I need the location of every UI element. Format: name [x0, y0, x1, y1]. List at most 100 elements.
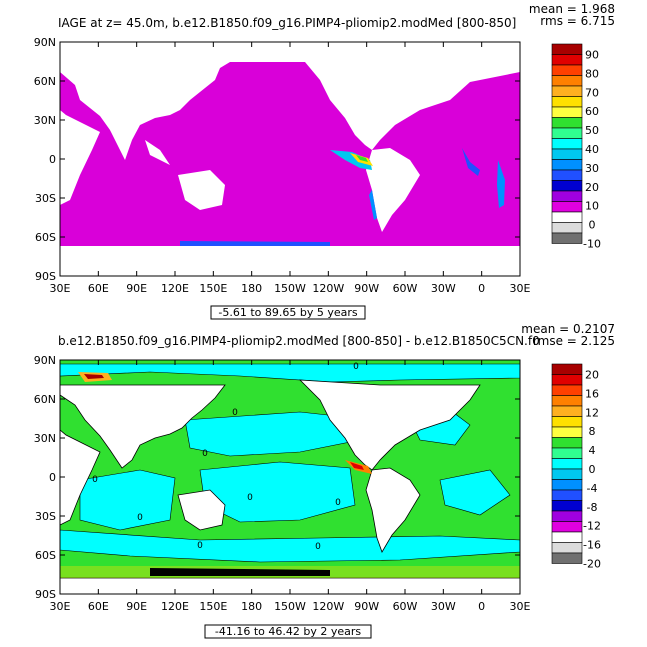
- colorbar-swatch: [551, 479, 583, 491]
- x-tick-label: 60E: [88, 600, 109, 613]
- colorbar-swatch: [551, 458, 583, 470]
- colorbar-swatch: [551, 75, 583, 87]
- colorbar-swatch: [551, 232, 583, 244]
- y-tick-label: 90N: [34, 354, 56, 367]
- panel-2-contour-note: -41.16 to 46.42 by 2 years: [215, 625, 362, 638]
- colorbar-label: 60: [585, 105, 599, 118]
- x-tick-label: 180: [241, 282, 262, 295]
- x-tick-label: 30E: [510, 282, 531, 295]
- colorbar-label: -16: [583, 539, 601, 552]
- x-tick-label: 150E: [199, 600, 227, 613]
- y-tick-label: 30N: [34, 432, 56, 445]
- panel-1-title: IAGE at z= 45.0m, b.e12.B1850.f09_g16.PI…: [58, 16, 516, 30]
- colorbar-label: 0: [589, 463, 596, 476]
- colorbar-label: 12: [585, 406, 599, 419]
- panel-2-y-axis: 90N 60N 30N 0 30S 60S 90S: [34, 354, 520, 601]
- colorbar-label: -10: [583, 238, 601, 251]
- x-tick-label: 120W: [312, 600, 344, 613]
- colorbar-swatch: [551, 542, 583, 554]
- colorbar-swatch: [551, 159, 583, 171]
- colorbar-label: -12: [583, 520, 601, 533]
- colorbar-swatch: [551, 384, 583, 396]
- y-tick-label: 60S: [35, 549, 56, 562]
- colorbar-label: 20: [585, 181, 599, 194]
- y-tick-label: 90S: [35, 588, 56, 601]
- contour-label: 0: [335, 498, 341, 508]
- colorbar-swatch: [551, 426, 583, 438]
- x-tick-label: 60W: [393, 282, 418, 295]
- colorbar-label: 40: [585, 143, 599, 156]
- colorbar-swatch: [551, 500, 583, 512]
- colorbar-swatch: [551, 190, 583, 202]
- colorbar-label: 16: [585, 387, 599, 400]
- x-tick-label: 30E: [50, 600, 71, 613]
- x-tick-label: 30W: [431, 282, 456, 295]
- colorbar-label: 10: [585, 200, 599, 213]
- colorbar-swatch: [551, 85, 583, 97]
- panel-1-continents: [60, 62, 520, 232]
- panel-1-se-asia: [145, 140, 170, 165]
- panel-1: mean = 1.968 rms = 6.715 IAGE at z= 45.0…: [34, 2, 615, 320]
- y-tick-label: 30N: [34, 114, 56, 127]
- panel-1-y-axis: 90N 60N 30N 0 30S 60S 90S: [34, 36, 520, 283]
- colorbar-swatch: [551, 489, 583, 501]
- colorbar-swatch: [551, 405, 583, 417]
- colorbar-swatch: [551, 106, 583, 118]
- colorbar-label: 80: [585, 67, 599, 80]
- panel-2-contour-note-box: [204, 624, 372, 639]
- panel-1-greenland: [430, 62, 470, 80]
- x-tick-label: 150E: [199, 282, 227, 295]
- panel-1-contour-note: -5.61 to 89.65 by 5 years: [218, 306, 358, 319]
- colorbar-swatch: [551, 64, 583, 76]
- contour-label: 0: [315, 542, 321, 552]
- panel-1-coastal-features: [180, 148, 505, 246]
- colorbar-swatch: [551, 148, 583, 160]
- panel-2-negative-regions: [59, 363, 521, 563]
- colorbar-label: -4: [587, 482, 598, 495]
- colorbar-swatch: [551, 437, 583, 449]
- x-tick-label: 180: [241, 600, 262, 613]
- x-tick-label: 120E: [161, 282, 189, 295]
- x-tick-label: 0: [478, 282, 485, 295]
- colorbar-swatch: [551, 552, 583, 564]
- x-tick-label: 60E: [88, 282, 109, 295]
- x-tick-label: 120E: [161, 600, 189, 613]
- y-tick-label: 30S: [35, 192, 56, 205]
- colorbar-swatch: [551, 127, 583, 139]
- contour-label: 0: [232, 408, 238, 418]
- panel-1-colorbar: 90 80 70 60 50 40 30 20 10 0 -10: [551, 43, 601, 251]
- y-tick-label: 60N: [34, 393, 56, 406]
- colorbar-label: 20: [585, 369, 599, 382]
- y-tick-label: 30S: [35, 510, 56, 523]
- colorbar-swatch: [551, 395, 583, 407]
- contour-label: 0: [137, 513, 143, 523]
- colorbar-swatch: [551, 468, 583, 480]
- panel-2-x-axis: 30E 60E 90E 120E 150E 180 150W 120W 90W 60W 30W 0 30…: [50, 360, 531, 613]
- panel-1-north-america: [305, 62, 520, 150]
- x-tick-label: 90E: [126, 282, 147, 295]
- colorbar-swatch: [551, 447, 583, 459]
- panel-2-rms: rmse = 2.125: [533, 334, 615, 348]
- panel-2-colorbar: 20 16 12 8 4 0 -4 -8 -12 -16 -20: [551, 363, 601, 571]
- contour-label: 0: [202, 449, 208, 459]
- y-tick-label: 0: [49, 471, 56, 484]
- colorbar-label: 0: [589, 219, 596, 232]
- panel-1-south-america: [366, 148, 420, 232]
- colorbar-label: 8: [589, 425, 596, 438]
- colorbar-swatch: [551, 510, 583, 522]
- panel-1-rms: rms = 6.715: [540, 14, 615, 28]
- panel-1-australia: [178, 170, 225, 210]
- y-tick-label: 0: [49, 153, 56, 166]
- y-tick-label: 90S: [35, 270, 56, 283]
- x-tick-label: 90E: [126, 600, 147, 613]
- colorbar-swatch: [551, 531, 583, 543]
- contour-label: 0: [353, 362, 359, 372]
- colorbar-swatch: [551, 363, 583, 375]
- colorbar-swatch: [551, 169, 583, 181]
- panel-1-x-axis: 30E 60E 90E 120E 150E 180 150W 120W 90W 60W 30W 0 30…: [50, 42, 531, 295]
- colorbar-label: -20: [583, 558, 601, 571]
- panel-1-contour-note-box: [210, 305, 366, 320]
- colorbar-label: 70: [585, 86, 599, 99]
- panel-2-contour-labels: 0 0 0 0 0 0 0 0 0: [92, 362, 359, 552]
- x-tick-label: 0: [478, 600, 485, 613]
